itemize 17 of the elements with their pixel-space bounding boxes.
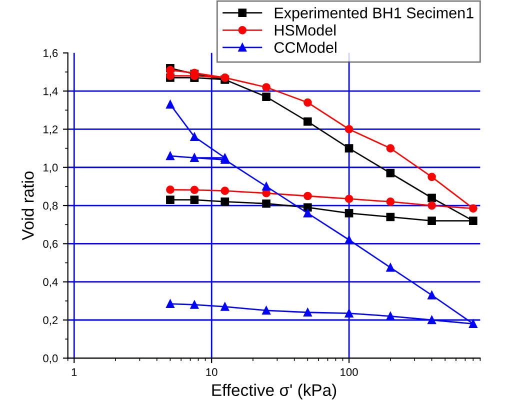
y-tick-label: 0,2 bbox=[43, 316, 58, 326]
x-tick-label: 10 bbox=[206, 368, 218, 376]
y-tick-label: 0,0 bbox=[43, 354, 58, 364]
x-tick-label: 1 bbox=[72, 368, 77, 376]
y-tick-label: 1,6 bbox=[44, 49, 58, 58]
y-tick-label: 0,4 bbox=[43, 278, 58, 288]
y-tick-label: 1,0 bbox=[44, 164, 58, 173]
y-tick-label: 1,2 bbox=[44, 125, 58, 135]
legend-label: Experimented BH1 Secimen1 bbox=[274, 7, 474, 22]
y-tick-label: 1,4 bbox=[44, 87, 58, 97]
x-tick-label: 100 bbox=[340, 368, 358, 376]
x-axis-title: Effective σ' (kPa) bbox=[212, 384, 336, 400]
y-tick-label: 0,6 bbox=[43, 240, 58, 250]
y-axis-title: Void ratio bbox=[22, 171, 34, 240]
y-tick-label: 0,8 bbox=[43, 202, 58, 211]
legend-label: CCModel bbox=[274, 42, 336, 53]
legend-label: HSModel bbox=[274, 24, 336, 36]
